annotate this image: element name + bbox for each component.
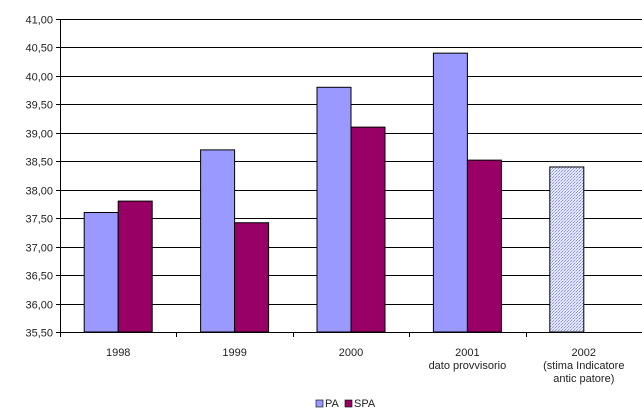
y-tick-label: 38,00 xyxy=(25,186,53,198)
y-tick-label: 38,50 xyxy=(25,157,53,169)
x-category-label: (stima Indicatore xyxy=(543,360,624,372)
y-tick-label: 36,00 xyxy=(25,300,53,312)
bar-pa-2000 xyxy=(316,86,352,333)
bar-pa-2001 xyxy=(432,52,468,333)
y-tick-label: 35,50 xyxy=(25,328,53,340)
legend-swatch-pa xyxy=(315,399,324,408)
x-category-label: 2001 xyxy=(455,347,479,359)
legend-swatch-spa xyxy=(344,399,353,408)
x-category-label: dato provvisorio xyxy=(429,360,507,372)
y-tick-label: 36,50 xyxy=(25,271,53,283)
x-category-label: 1998 xyxy=(106,347,130,359)
bar-pa-1998 xyxy=(83,211,119,333)
y-tick-label: 39,00 xyxy=(25,129,53,141)
x-category-label: 1999 xyxy=(222,347,246,359)
y-tick-label: 40,50 xyxy=(25,43,53,55)
legend-label-spa: SPA xyxy=(354,398,376,410)
x-category-label: 2000 xyxy=(339,347,363,359)
axes xyxy=(56,19,642,337)
bar-spa-1998 xyxy=(117,200,153,333)
y-tick-label: 37,50 xyxy=(25,214,53,226)
y-tick-label: 37,00 xyxy=(25,243,53,255)
bar-spa-2001 xyxy=(466,159,502,333)
bar-pa-2002 xyxy=(549,166,585,333)
y-tick-label: 39,50 xyxy=(25,100,53,112)
bar-spa-2000 xyxy=(350,126,386,333)
x-category-label: 2002 xyxy=(572,347,596,359)
legend: PA SPA xyxy=(315,398,376,410)
bar-spa-1999 xyxy=(234,222,270,333)
bars xyxy=(83,52,585,333)
legend-label-pa: PA xyxy=(325,398,340,410)
y-tick-label: 40,00 xyxy=(25,72,53,84)
bar-pa-1999 xyxy=(200,149,236,333)
y-tick-label: 41,00 xyxy=(25,15,53,27)
y-axis-tick-labels: 35,50 36,00 36,50 37,00 37,50 38,00 38,50 39,00… xyxy=(25,15,53,340)
x-category-label: antic patore) xyxy=(553,373,614,385)
